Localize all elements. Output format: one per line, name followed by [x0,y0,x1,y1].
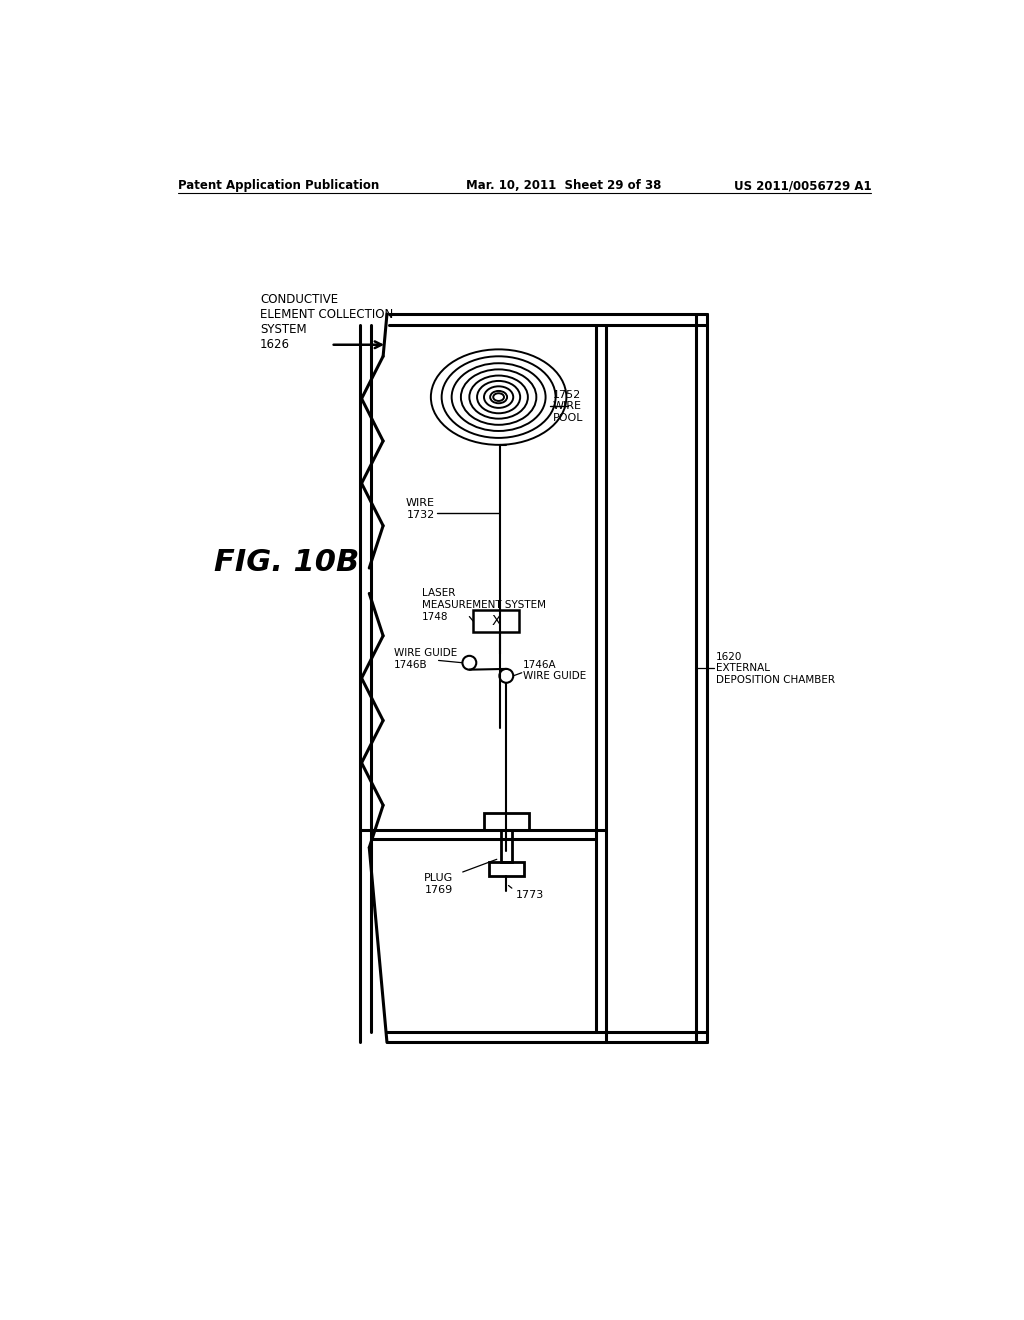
Text: 1752
WIRE
POOL: 1752 WIRE POOL [553,389,583,422]
Text: Patent Application Publication: Patent Application Publication [178,180,380,193]
Text: WIRE
1732: WIRE 1732 [406,498,435,520]
Bar [473,610,519,632]
Text: 1620
EXTERNAL
DEPOSITION CHAMBER: 1620 EXTERNAL DEPOSITION CHAMBER [716,652,835,685]
Text: WIRE GUIDE
1746B: WIRE GUIDE 1746B [394,648,457,669]
Text: 1746A
WIRE GUIDE: 1746A WIRE GUIDE [523,660,587,681]
Ellipse shape [494,393,504,401]
Text: X: X [492,614,501,628]
Bar [488,862,524,876]
Text: LASER
MEASUREMENT SYSTEM
1748: LASER MEASUREMENT SYSTEM 1748 [422,589,546,622]
Text: CONDUCTIVE
ELEMENT COLLECTION
SYSTEM
1626: CONDUCTIVE ELEMENT COLLECTION SYSTEM 162… [260,293,393,351]
Text: PLUG
1769: PLUG 1769 [424,873,454,895]
Bar [501,830,512,862]
Text: US 2011/0056729 A1: US 2011/0056729 A1 [733,180,871,193]
Bar [484,813,528,830]
Text: FIG. 10B: FIG. 10B [214,548,359,577]
Text: 1773: 1773 [515,890,544,900]
Text: Mar. 10, 2011  Sheet 29 of 38: Mar. 10, 2011 Sheet 29 of 38 [466,180,660,193]
